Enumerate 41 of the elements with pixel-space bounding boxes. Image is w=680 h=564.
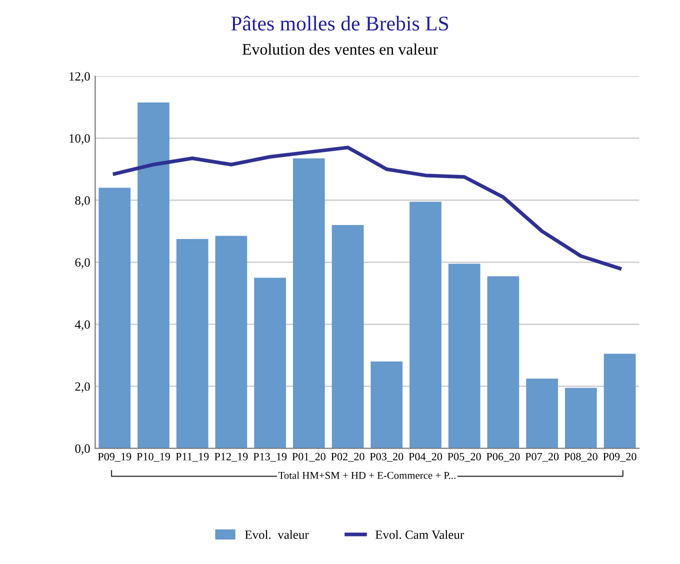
y-tick-label: 12,0 (70, 72, 90, 82)
chart-title: Pâtes molles de Brebis LS (231, 16, 448, 31)
y-tick-label: 2,0 (75, 382, 90, 393)
line-series (112, 146, 622, 270)
x-tick-label: P06_20 (486, 452, 520, 462)
text: Total HM+SM + HD + E-Commerce + P... (278, 472, 456, 479)
bar (138, 102, 170, 448)
x-tick-label: P13_19 (253, 452, 287, 462)
y-tick-label: 6,0 (75, 258, 90, 269)
legend-label: Evol. Cam Valeur (375, 530, 464, 539)
bar (370, 362, 403, 448)
bar (98, 188, 131, 448)
bar (332, 225, 364, 448)
bar (526, 378, 558, 448)
x-tick-label: P03_20 (370, 452, 404, 462)
bar (448, 264, 480, 448)
x-tick-label: P08_20 (564, 452, 598, 462)
x-tick-label: P07_20 (525, 452, 559, 462)
bar (176, 238, 208, 448)
x-tick-label: P12_19 (214, 452, 248, 462)
bar (215, 236, 248, 448)
x-tick-label: P11_19 (176, 452, 209, 462)
x-tick-label: P10_19 (136, 452, 170, 462)
x-tick-label: P04_20 (408, 452, 442, 462)
y-tick-label: 8,0 (75, 196, 90, 206)
legend-label: Evol. valeur (245, 530, 309, 539)
bar (410, 202, 442, 448)
x-tick-label: P01_20 (292, 452, 326, 462)
y-tick-label: 0,0 (75, 444, 90, 455)
bar (487, 276, 520, 448)
x-tick-label: P02_20 (331, 452, 364, 462)
bar (604, 354, 636, 448)
chart-subtitle: Evolution des ventes en valeur (242, 44, 438, 55)
y-tick-label: 10,0 (70, 134, 90, 144)
bar (564, 388, 597, 448)
x-tick-label: P09_19 (98, 452, 132, 462)
y-tick-label: 4,0 (74, 320, 90, 331)
x-tick-label: P09_20 (603, 452, 636, 462)
bar (292, 158, 325, 448)
bar (254, 278, 286, 448)
x-tick-label: P05_20 (448, 452, 481, 462)
